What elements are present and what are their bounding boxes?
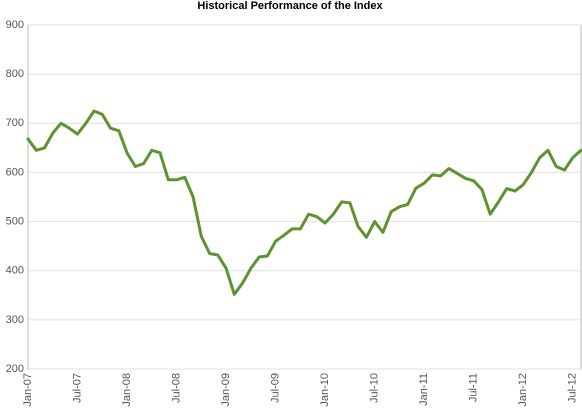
x-tick-label: Jan-10 xyxy=(319,373,331,407)
x-tick-label: Jul-09 xyxy=(270,373,282,403)
y-tick-label: 200 xyxy=(6,363,24,375)
y-tick-label: 800 xyxy=(6,68,24,80)
x-tick-label: Jul-12 xyxy=(567,373,579,403)
x-tick-label: Jan-07 xyxy=(22,373,34,407)
plot-frame xyxy=(27,24,582,370)
x-tick-label: Jul-11 xyxy=(468,373,480,402)
y-tick-label: 300 xyxy=(6,314,24,326)
chart-title: Historical Performance of the Index xyxy=(197,0,383,12)
x-tick-label: Jan-09 xyxy=(220,373,232,407)
x-tick-label: Jul-07 xyxy=(71,373,83,403)
x-tick-label: Jul-08 xyxy=(170,373,182,403)
x-tick-label: Jul-10 xyxy=(369,373,381,403)
y-tick-label: 600 xyxy=(6,166,24,178)
x-tick-label: Jan-08 xyxy=(121,373,133,407)
x-tick-label: Jan-11 xyxy=(418,373,430,406)
y-tick-label: 700 xyxy=(6,117,24,129)
y-tick-label: 500 xyxy=(6,215,24,227)
y-tick-label: 400 xyxy=(6,265,24,277)
y-tick-label: 900 xyxy=(6,19,24,31)
data-line xyxy=(26,109,582,296)
x-tick-label: Jan-12 xyxy=(517,373,529,407)
